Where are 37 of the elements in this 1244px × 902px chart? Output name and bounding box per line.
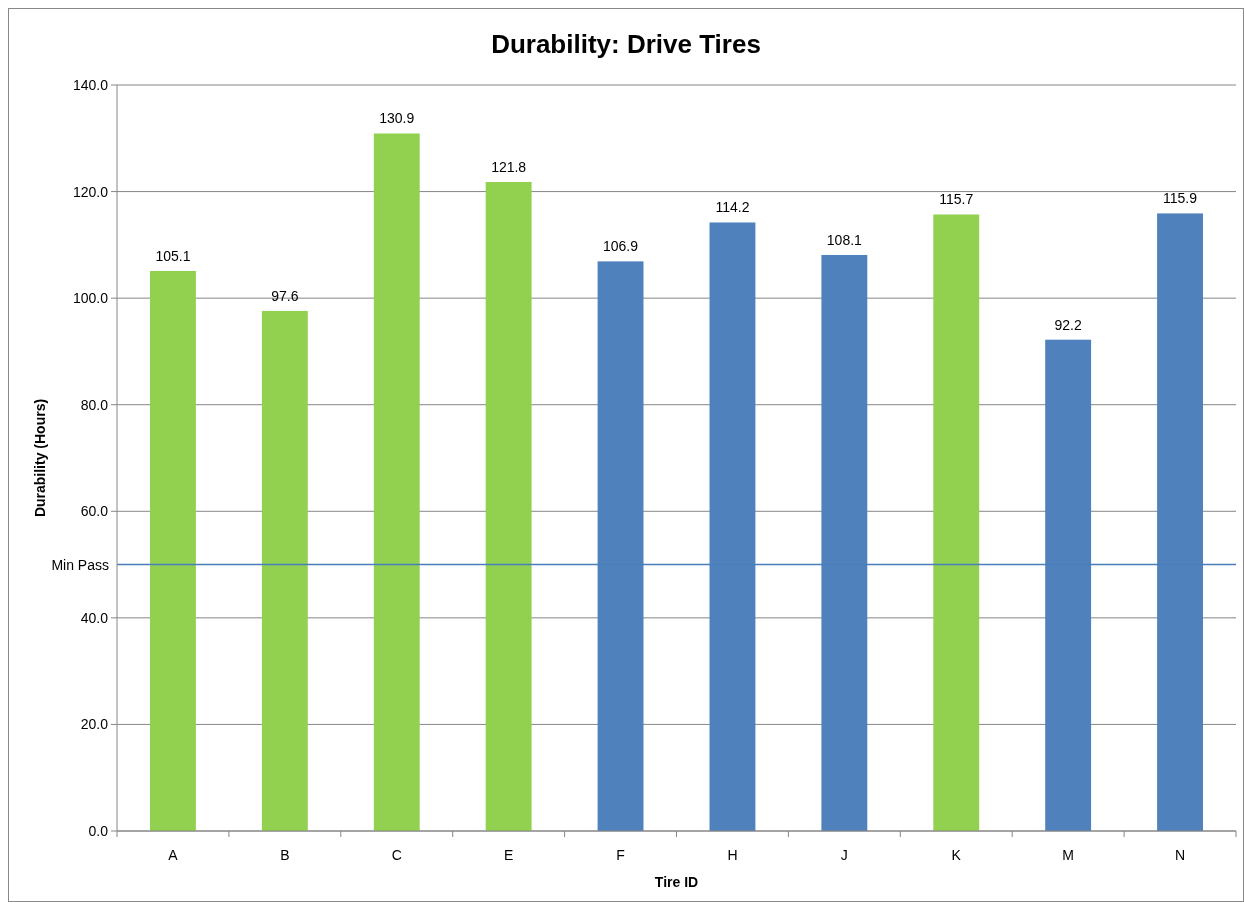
data-label: 114.2 (715, 199, 750, 216)
x-tick-label: C (391, 847, 402, 863)
x-tick-label: F (616, 847, 625, 863)
y-tick-label: 140.0 (72, 77, 109, 93)
data-label: 92.2 (1054, 316, 1082, 333)
data-label: 121.8 (491, 158, 527, 175)
data-label: 115.9 (1163, 190, 1198, 207)
bar (150, 270, 196, 831)
x-tick-label: E (503, 847, 514, 863)
data-label: 106.9 (603, 238, 639, 255)
y-tick-label: 120.0 (72, 183, 109, 200)
bar (485, 181, 532, 831)
data-label: 105.1 (155, 247, 191, 264)
x-tick-label: B (280, 847, 290, 863)
data-label: 130.9 (379, 110, 415, 127)
x-tick-label: A (168, 847, 179, 863)
bar (261, 310, 308, 831)
x-tick-label: H (727, 847, 738, 863)
bar (373, 133, 420, 831)
x-tick-label: N (1174, 847, 1186, 863)
y-tick-label: 20.0 (80, 716, 109, 733)
x-tick-label: K (951, 847, 962, 863)
x-tick-label: J (840, 847, 848, 863)
bar (933, 214, 980, 831)
data-label: 97.6 (271, 287, 299, 304)
y-tick-label: 40.0 (80, 609, 109, 626)
y-tick-label: 60.0 (80, 503, 109, 520)
x-tick-label: M (1062, 847, 1074, 863)
y-axis-title: Durability (Hours) (32, 398, 48, 518)
x-axis-title: Tire ID (654, 874, 699, 890)
y-tick-label: 80.0 (80, 396, 109, 413)
chart-title: Durability: Drive Tires (491, 29, 761, 59)
data-label: 115.7 (939, 191, 974, 208)
y-tick-label: 100.0 (72, 290, 109, 307)
data-label: 108.1 (826, 231, 863, 248)
ref-line-label: Min Pass (51, 556, 109, 573)
y-tick-label: 0.0 (88, 823, 109, 839)
